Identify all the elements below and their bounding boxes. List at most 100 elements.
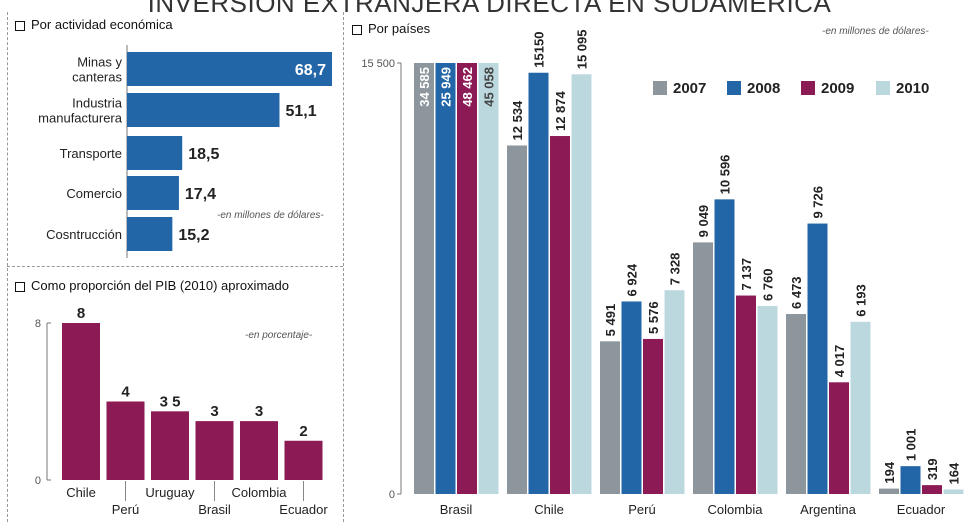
pib-bar-4 xyxy=(240,421,278,480)
section-square-icon xyxy=(15,281,25,292)
paises-value-label: 10 596 xyxy=(718,155,733,195)
legend-2007: 2007 xyxy=(653,80,706,97)
legend-swatch-2008 xyxy=(727,81,741,95)
paises-title-text: Por países xyxy=(368,21,431,36)
legend-2010: 2010 xyxy=(876,80,929,97)
paises-bar-2009-0 xyxy=(457,63,477,494)
paises-bar-2007-4 xyxy=(786,314,806,494)
actividad-units-note: -en millones de dólares- xyxy=(217,210,324,221)
actividad-category-label: Transporte xyxy=(60,146,122,161)
paises-value-label: 15 095 xyxy=(575,29,590,69)
paises-value-label: 7 328 xyxy=(668,253,683,286)
actividad-category-label: Minas y xyxy=(77,55,122,70)
paises-bar-2009-4 xyxy=(829,382,849,494)
paises-bar-2010-2 xyxy=(664,290,685,494)
paises-bar-2007-0 xyxy=(414,63,434,494)
actividad-value-label: 15,2 xyxy=(178,227,209,244)
paises-bar-2010-3 xyxy=(757,306,778,494)
actividad-category-label: Cosntrucción xyxy=(46,227,122,242)
paises-value-label: 6 924 xyxy=(625,263,640,296)
actividad-value-label: 68,7 xyxy=(295,62,326,79)
paises-value-label: 25 949 xyxy=(439,67,454,107)
paises-tick-label: 0 xyxy=(389,489,395,501)
paises-bar-2009-2 xyxy=(643,338,663,494)
left-section-divider xyxy=(7,266,343,267)
pib-tick-label: 8 xyxy=(35,318,41,330)
pib-category-label: Chile xyxy=(66,485,96,500)
legend-2009: 2009 xyxy=(801,80,854,97)
pib-value-label: 8 xyxy=(77,305,85,322)
paises-value-label: 48 462 xyxy=(460,67,475,107)
actividad-value-label: 18,5 xyxy=(188,146,219,163)
actividad-value-label: 17,4 xyxy=(185,186,216,203)
pib-value-label: 4 xyxy=(121,384,130,401)
paises-bar-2008-5 xyxy=(900,466,921,494)
pib-category-label: Brasil xyxy=(198,502,231,517)
actividad-category-label: manufacturera xyxy=(38,111,123,126)
paises-value-label: 6 193 xyxy=(854,284,869,317)
pib-bar-3 xyxy=(195,421,234,480)
legend-label-2009: 2009 xyxy=(821,80,855,97)
paises-value-label: 45 058 xyxy=(482,67,497,107)
paises-value-label: 4 017 xyxy=(832,345,847,378)
paises-category-label: Ecuador xyxy=(897,502,946,517)
paises-value-label: 6 473 xyxy=(789,276,804,309)
pib-bar-5 xyxy=(284,440,323,480)
paises-bar-2007-3 xyxy=(693,242,713,494)
paises-bar-2009-1 xyxy=(550,136,570,494)
legend-label-2010: 2010 xyxy=(896,80,930,97)
paises-value-label: 164 xyxy=(947,462,962,484)
pib-units-note: -en porcentaje- xyxy=(245,330,313,341)
paises-value-label: 5 491 xyxy=(603,304,618,337)
pib-value-label: 3 xyxy=(255,403,263,420)
pib-value-label: 3 xyxy=(210,403,218,420)
pib-bar-0 xyxy=(62,323,100,480)
actividad-value-label: 51,1 xyxy=(285,103,316,120)
paises-bar-2009-3 xyxy=(736,295,756,494)
paises-value-label: 5 576 xyxy=(646,301,661,334)
actividad-bar-0 xyxy=(127,52,332,86)
left-panel-border xyxy=(7,12,8,522)
pib-bar-2 xyxy=(151,411,189,480)
pib-category-label: Colombia xyxy=(232,485,288,500)
paises-category-label: Colombia xyxy=(708,502,764,517)
paises-bar-2008-0 xyxy=(435,63,456,494)
paises-category-label: Chile xyxy=(534,502,564,517)
paises-tick-label: 15 500 xyxy=(361,58,395,70)
pib-title-text: Como proporción del PIB (2010) aproximad… xyxy=(31,278,289,293)
actividad-category-label: canteras xyxy=(72,70,122,85)
paises-section-title: Por países xyxy=(352,21,430,36)
paises-value-label: 319 xyxy=(925,458,940,480)
actividad-category-label: Industria xyxy=(72,96,123,111)
paises-bar-2008-3 xyxy=(714,199,735,494)
legend-label-2007: 2007 xyxy=(673,80,707,97)
paises-value-label: 12 534 xyxy=(510,100,525,141)
actividad-title-text: Por actividad económica xyxy=(31,17,173,32)
paises-bar-2010-1 xyxy=(571,74,592,495)
paises-bar-2010-4 xyxy=(850,321,871,494)
paises-value-label: 1 001 xyxy=(904,429,919,462)
actividad-bar-3 xyxy=(127,176,179,210)
actividad-bar-4 xyxy=(127,217,173,251)
paises-bar-2007-2 xyxy=(600,341,620,494)
pib-bar-1 xyxy=(106,401,145,480)
pib-category-label: Uruguay xyxy=(145,485,195,500)
legend-label-2008: 2008 xyxy=(747,80,781,97)
actividad-category-label: Comercio xyxy=(66,186,122,201)
paises-value-label: 9 049 xyxy=(696,205,711,238)
paises-bar-2010-0 xyxy=(478,63,499,494)
paises-value-label: 15150 xyxy=(532,32,547,68)
pib-value-label: 2 xyxy=(299,423,307,440)
pib-category-label: Ecuador xyxy=(279,502,328,517)
legend-2008: 2008 xyxy=(727,80,780,97)
pib-category-label: Perú xyxy=(112,502,139,517)
paises-category-label: Brasil xyxy=(440,502,473,517)
section-square-icon xyxy=(15,20,25,31)
paises-value-label: 34 585 xyxy=(417,67,432,107)
paises-value-label: 12 874 xyxy=(553,90,568,131)
paises-bar-2008-1 xyxy=(528,72,549,494)
actividad-bar-2 xyxy=(127,136,183,170)
paises-value-label: 194 xyxy=(882,461,897,483)
